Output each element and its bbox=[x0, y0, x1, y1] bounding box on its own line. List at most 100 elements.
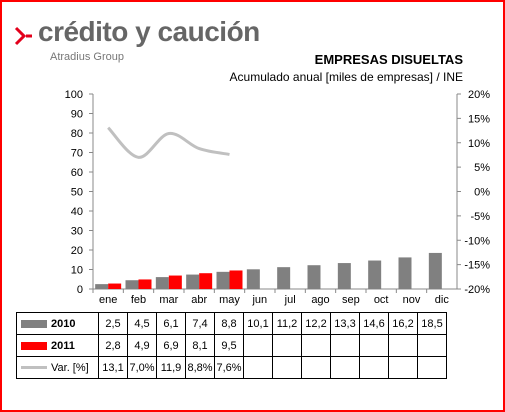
y-left-tick-label: 0 bbox=[77, 284, 83, 296]
x-tick-label: nov bbox=[403, 294, 421, 306]
cell bbox=[388, 356, 418, 379]
cell bbox=[272, 334, 302, 357]
legend-var: Var. [%] bbox=[16, 356, 99, 379]
y-right-tick-label: 0% bbox=[474, 187, 490, 199]
bar-2011 bbox=[108, 283, 122, 289]
y-right-tick-label: 10% bbox=[468, 138, 490, 150]
bar-2010 bbox=[398, 257, 412, 289]
cell: 6,9 bbox=[156, 334, 186, 357]
cell: 13,1 bbox=[98, 356, 128, 379]
cell: 7,6% bbox=[214, 356, 244, 379]
cell bbox=[330, 334, 360, 357]
legend-2011: 2011 bbox=[16, 334, 99, 357]
bar-2011 bbox=[138, 279, 152, 289]
y-right-tick-label: 20% bbox=[468, 89, 490, 101]
cell: 11,9 bbox=[156, 356, 186, 379]
legend-swatch-2011 bbox=[21, 341, 47, 350]
x-tick-label: ene bbox=[99, 294, 117, 306]
logo-name: crédito y caución bbox=[38, 16, 260, 47]
cell bbox=[301, 356, 331, 379]
bar-2011 bbox=[199, 273, 213, 289]
cell: 7,0% bbox=[127, 356, 157, 379]
cell bbox=[417, 334, 447, 357]
bar-2010 bbox=[277, 267, 291, 289]
logo-tagline: Atradius Group bbox=[50, 51, 124, 63]
bar-2010 bbox=[428, 252, 442, 289]
cell: 7,4 bbox=[185, 312, 215, 335]
cell: 4,5 bbox=[127, 312, 157, 335]
bar-2010 bbox=[216, 271, 230, 289]
logo-icon bbox=[14, 26, 32, 46]
cell bbox=[243, 334, 273, 357]
y-left-tick-label: 70 bbox=[71, 148, 83, 160]
cell: 14,6 bbox=[359, 312, 389, 335]
cell: 16,2 bbox=[388, 312, 418, 335]
y-left-tick-label: 90 bbox=[71, 109, 83, 121]
bar-2011 bbox=[168, 275, 182, 289]
y-left-tick-label: 40 bbox=[71, 206, 83, 218]
cell: 10,1 bbox=[243, 312, 273, 335]
legend-swatch-2010 bbox=[21, 319, 47, 328]
x-tick-label: sep bbox=[342, 294, 360, 306]
cell: 8,1 bbox=[185, 334, 215, 357]
table-row: 2011 2,8 4,9 6,9 8,1 9,5 bbox=[16, 334, 447, 357]
cell bbox=[388, 334, 418, 357]
x-tick-label: dic bbox=[435, 294, 450, 306]
cell: 8,8 bbox=[214, 312, 244, 335]
y-left-tick-label: 30 bbox=[71, 226, 83, 238]
x-tick-label: jul bbox=[284, 294, 296, 306]
y-right-tick-label: -20% bbox=[464, 284, 490, 296]
cell: 18,5 bbox=[417, 312, 447, 335]
x-tick-label: mar bbox=[159, 294, 178, 306]
bar-2010 bbox=[337, 263, 351, 289]
bar-2010 bbox=[368, 260, 382, 289]
y-right-tick-label: 15% bbox=[468, 113, 490, 125]
cell: 2,8 bbox=[98, 334, 128, 357]
bar-2010 bbox=[125, 280, 139, 289]
y-left-tick-label: 20 bbox=[71, 245, 83, 257]
x-tick-label: jun bbox=[251, 294, 267, 306]
x-tick-label: feb bbox=[131, 294, 146, 306]
cell bbox=[272, 356, 302, 379]
bar-2010 bbox=[307, 265, 321, 289]
bar-2010 bbox=[246, 269, 260, 289]
y-left-tick-label: 100 bbox=[65, 89, 83, 101]
cell: 11,2 bbox=[272, 312, 302, 335]
cell bbox=[359, 334, 389, 357]
x-tick-label: oct bbox=[374, 294, 389, 306]
cell: 8,8% bbox=[185, 356, 215, 379]
y-left-tick-label: 60 bbox=[71, 167, 83, 179]
x-tick-label: ago bbox=[311, 294, 329, 306]
x-tick-label: abr bbox=[191, 294, 207, 306]
y-right-tick-label: -5% bbox=[470, 211, 490, 223]
y-right-tick-label: 5% bbox=[474, 162, 490, 174]
bar-2010 bbox=[186, 274, 200, 289]
bar-2010 bbox=[95, 284, 109, 289]
cell: 4,9 bbox=[127, 334, 157, 357]
table-row: Var. [%] 13,1 7,0% 11,9 8,8% 7,6% bbox=[16, 356, 447, 379]
cell: 2,5 bbox=[98, 312, 128, 335]
cell bbox=[301, 334, 331, 357]
legend-2010: 2010 bbox=[16, 312, 99, 335]
bar-2011 bbox=[229, 270, 243, 289]
legend-swatch-var bbox=[21, 366, 47, 370]
chart-title: EMPRESAS DISUELTAS bbox=[314, 52, 463, 67]
data-table: 2010 2,5 4,5 6,1 7,4 8,8 10,1 11,2 12,2 … bbox=[16, 312, 447, 379]
y-left-tick-label: 80 bbox=[71, 128, 83, 140]
y-left-tick-label: 50 bbox=[71, 187, 83, 199]
table-row: 2010 2,5 4,5 6,1 7,4 8,8 10,1 11,2 12,2 … bbox=[16, 312, 447, 335]
cell bbox=[330, 356, 360, 379]
cell bbox=[359, 356, 389, 379]
cell: 9,5 bbox=[214, 334, 244, 357]
y-right-tick-label: -10% bbox=[464, 235, 490, 247]
bar-2010 bbox=[155, 277, 169, 289]
chart-subtitle: Acumulado anual [miles de empresas] / IN… bbox=[229, 70, 463, 84]
cell: 13,3 bbox=[330, 312, 360, 335]
cell bbox=[243, 356, 273, 379]
line-var bbox=[107, 126, 230, 159]
y-right-tick-label: -15% bbox=[464, 260, 490, 272]
x-tick-label: may bbox=[219, 294, 240, 306]
cell: 12,2 bbox=[301, 312, 331, 335]
cell bbox=[417, 356, 447, 379]
